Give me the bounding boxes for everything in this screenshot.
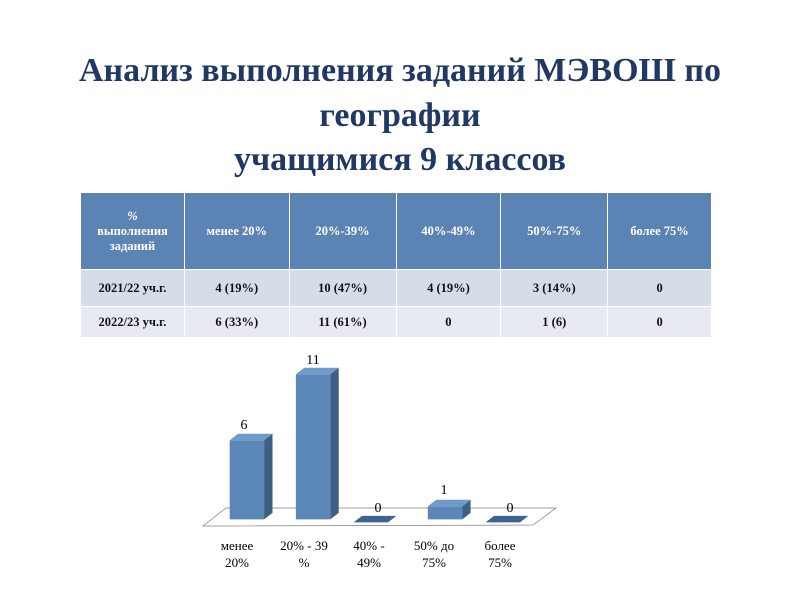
svg-text:11: 11	[306, 353, 319, 368]
svg-text:более: более	[485, 538, 516, 553]
svg-text:20%: 20%	[225, 555, 249, 570]
svg-text:менее: менее	[221, 538, 254, 553]
svg-text:6: 6	[241, 418, 248, 433]
svg-text:75%: 75%	[488, 555, 512, 570]
svg-text:0: 0	[507, 501, 514, 516]
svg-text:0: 0	[375, 501, 382, 516]
svg-text:49%: 49%	[357, 555, 381, 570]
svg-text:40% -: 40% -	[353, 538, 384, 553]
svg-text:75%: 75%	[422, 555, 446, 570]
svg-text:%: %	[299, 555, 310, 570]
svg-text:1: 1	[441, 483, 448, 498]
svg-text:50% до: 50% до	[414, 538, 454, 553]
svg-text:20% - 39: 20% - 39	[280, 538, 328, 553]
